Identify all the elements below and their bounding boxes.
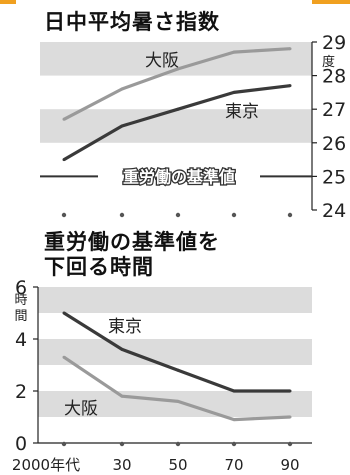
x-dot-1 xyxy=(119,441,125,447)
series-1-point-2 xyxy=(176,399,180,403)
y-tick-label-25: 25 xyxy=(322,166,346,188)
series-label-1: 大阪 xyxy=(64,399,98,419)
x-dot-4 xyxy=(287,212,293,218)
chart2-title-line2: 下回る時間 xyxy=(44,255,154,279)
series-1-point-3 xyxy=(232,418,236,422)
x-dot-2 xyxy=(175,212,181,218)
x-dot-3 xyxy=(231,212,237,218)
series-1-point-1 xyxy=(120,124,124,128)
x-dot-2 xyxy=(175,441,181,447)
series-0-point-0 xyxy=(62,117,66,121)
series-0-point-1 xyxy=(120,87,124,91)
series-0-point-3 xyxy=(232,50,236,54)
band-1 xyxy=(40,109,312,143)
x-tick-label-4: 90 xyxy=(280,456,299,474)
series-label-1: 東京 xyxy=(225,102,259,122)
y-tick-label-26: 26 xyxy=(322,133,346,155)
series-1-point-2 xyxy=(176,107,180,111)
y-tick-label-4: 4 xyxy=(15,329,27,351)
series-label-0: 東京 xyxy=(108,317,142,337)
series-0-point-4 xyxy=(288,389,292,393)
series-0-point-4 xyxy=(288,47,292,51)
chart2-title-line1: 重労働の基準値を xyxy=(44,230,220,254)
x-tick-label-2: 50 xyxy=(168,456,187,474)
accent-bar-left xyxy=(0,0,16,4)
series-1-point-1 xyxy=(120,394,124,398)
x-dot-4 xyxy=(287,441,293,447)
series-label-0: 大阪 xyxy=(145,51,179,71)
y-unit: 時間 xyxy=(14,293,27,324)
y-tick-label-2: 2 xyxy=(15,381,27,403)
x-dot-1 xyxy=(119,212,125,218)
y-tick-label-28: 28 xyxy=(322,66,346,88)
band-2 xyxy=(38,391,312,417)
x-tick-label-3: 70 xyxy=(224,456,243,474)
series-0-point-2 xyxy=(176,368,180,372)
y-tick-label-0: 0 xyxy=(15,433,27,455)
x-tick-label-0: 2000年代 xyxy=(12,456,80,474)
band-1 xyxy=(38,339,312,365)
series-1-point-0 xyxy=(62,158,66,162)
x-tick-label-1: 30 xyxy=(112,456,131,474)
x-dot-0 xyxy=(61,212,67,218)
series-1-point-0 xyxy=(62,355,66,359)
y-tick-label-6: 6 xyxy=(15,277,27,299)
chart1-title: 日中平均暑さ指数 xyxy=(44,10,220,34)
y-tick-label-24: 24 xyxy=(322,200,346,222)
band-0 xyxy=(38,287,312,313)
y-unit: 度 xyxy=(322,54,335,70)
series-0-point-2 xyxy=(176,67,180,71)
series-0-point-0 xyxy=(62,311,66,315)
x-dot-0 xyxy=(61,441,67,447)
series-1-point-4 xyxy=(288,84,292,88)
reference-label-bg xyxy=(98,165,260,188)
accent-bar-right xyxy=(312,0,350,4)
series-0-point-1 xyxy=(120,347,124,351)
reference-label: 重労働の基準値 xyxy=(123,167,235,186)
series-1-point-3 xyxy=(232,90,236,94)
series-0-point-3 xyxy=(232,389,236,393)
y-tick-label-27: 27 xyxy=(322,99,346,121)
series-1-point-4 xyxy=(288,415,292,419)
x-dot-3 xyxy=(231,441,237,447)
y-tick-label-29: 29 xyxy=(322,32,346,54)
